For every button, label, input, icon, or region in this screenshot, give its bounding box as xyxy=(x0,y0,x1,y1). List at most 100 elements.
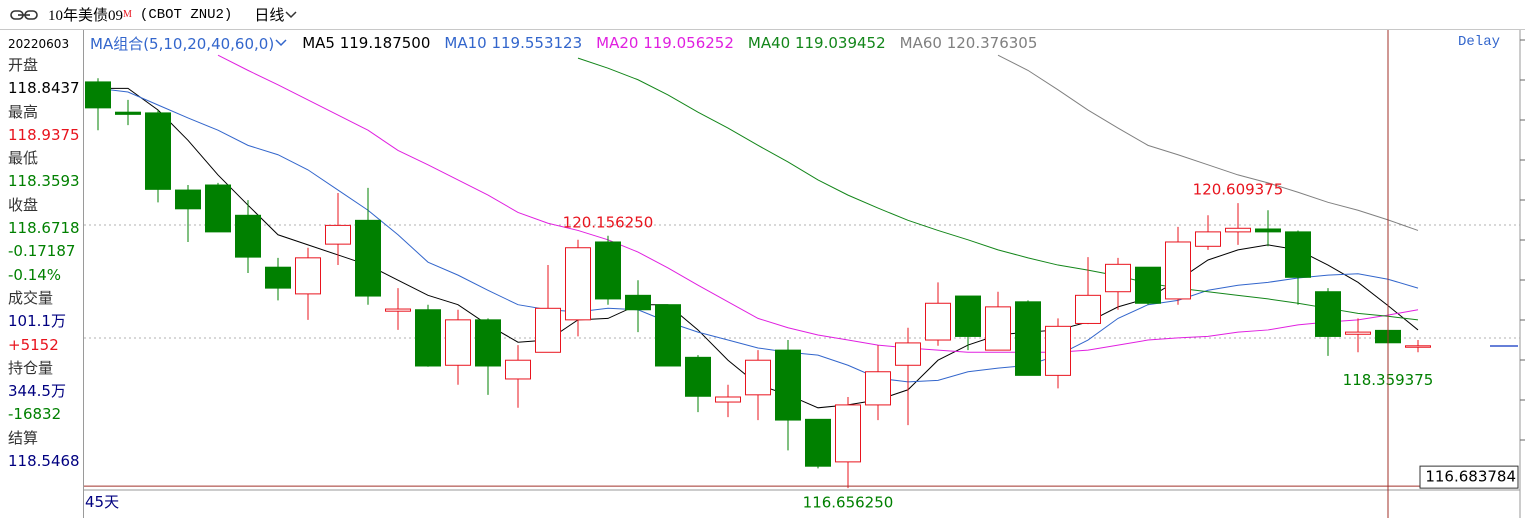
overlay: 120.156250120.609375116.656250118.359375… xyxy=(84,30,1519,518)
candle-body xyxy=(625,294,651,311)
legend-value: 119.187500 xyxy=(339,34,431,52)
candle-body xyxy=(265,266,291,289)
legend-title[interactable]: MA组合(5,10,20,40,60,0) xyxy=(90,33,288,54)
instrument-badge: M xyxy=(123,9,132,20)
info-value: +5152 xyxy=(8,335,59,354)
candle-body xyxy=(115,111,141,115)
info-value: -0.17187 xyxy=(8,242,76,261)
candle-body xyxy=(985,306,1011,351)
info-value: 344.5万 xyxy=(8,382,66,401)
dropdown-arrow xyxy=(275,39,287,47)
candle-body xyxy=(595,241,621,300)
legend-value: 119.039452 xyxy=(794,34,886,52)
price-annotation: 120.609375 xyxy=(1193,181,1284,199)
candle-body xyxy=(1165,241,1191,300)
candle-body xyxy=(655,304,681,367)
period-label: 日线 xyxy=(254,8,285,24)
info-value: 118.3593 xyxy=(8,172,80,191)
dropdown-arrow xyxy=(285,10,297,18)
legend-item: MA60 120.376305 xyxy=(900,34,1038,52)
info-value: 118.5468 xyxy=(8,452,80,471)
legend-item: MA10 119.553123 xyxy=(444,34,582,52)
legend-name: MA60 xyxy=(899,34,942,52)
info-value: -0.14% xyxy=(8,265,62,284)
info-value: 118.6718 xyxy=(8,219,80,238)
candle-body xyxy=(475,319,501,367)
legend-name: MA40 xyxy=(747,34,791,52)
candle-body xyxy=(415,309,441,367)
candle-body xyxy=(955,295,981,337)
candle-body xyxy=(745,359,771,396)
candle-body xyxy=(1345,331,1371,335)
candles xyxy=(85,78,1431,489)
candle-body xyxy=(85,81,111,109)
legend-value: 120.376305 xyxy=(946,34,1038,52)
legend-value: 119.056252 xyxy=(643,34,734,52)
legend-title-text: MA组合(5,10,20,40,60,0) xyxy=(90,34,275,53)
candle-body xyxy=(715,396,741,403)
candle-body xyxy=(295,257,321,295)
plot-area xyxy=(84,30,1520,490)
candle-body xyxy=(385,308,411,312)
candle-body xyxy=(1225,227,1251,233)
info-label: 最低 xyxy=(8,149,39,168)
legend-item: MA5 119.187500 xyxy=(302,34,430,52)
period-selector[interactable]: 日线 xyxy=(254,4,298,25)
candle-body xyxy=(1195,231,1221,247)
right-axis-ticks xyxy=(1520,39,1525,441)
candle-body xyxy=(1255,228,1281,233)
legend-item: MA40 119.039452 xyxy=(748,34,886,52)
legend-item: MA20 119.056252 xyxy=(596,34,734,52)
candle-body xyxy=(205,184,231,233)
candle-body xyxy=(895,342,921,366)
crosshair-price-box xyxy=(1419,465,1519,489)
info-label: 持仓量 xyxy=(8,358,54,377)
info-label: 最高 xyxy=(8,102,39,121)
ma-line xyxy=(217,54,1419,353)
legend-name: MA20 xyxy=(596,34,639,52)
candle-body xyxy=(835,404,861,463)
candle-body xyxy=(1315,291,1341,337)
instrument-name: 10年美债09 xyxy=(48,8,124,24)
info-value: 118.9375 xyxy=(8,125,80,144)
legend-name: MA5 xyxy=(302,34,335,52)
candle-body xyxy=(145,112,171,190)
candle-body xyxy=(565,247,591,321)
instrument-code: (CBOT ZNU2) xyxy=(139,6,233,23)
candle-body xyxy=(1105,263,1131,293)
legend: MA组合(5,10,20,40,60,0) MA5 119.187500 MA10… xyxy=(90,33,1037,53)
candle-body xyxy=(805,418,831,467)
candle-body xyxy=(1075,294,1101,324)
candle-body xyxy=(685,356,711,397)
price-annotation: 120.156250 xyxy=(563,213,654,231)
candle-body xyxy=(1285,231,1311,278)
info-date: 20220603 xyxy=(8,37,70,51)
link-icon[interactable] xyxy=(10,8,40,22)
candle-body xyxy=(1135,266,1161,304)
candle-body xyxy=(235,214,261,258)
legend-value: 119.553123 xyxy=(491,34,583,52)
toolbar: 10年美债09 M (CBOT ZNU2) 日线 xyxy=(0,0,1525,30)
info-value: 118.8437 xyxy=(8,79,80,98)
info-label: 成交量 xyxy=(8,288,54,307)
candle-body xyxy=(925,302,951,341)
info-value: -16832 xyxy=(8,405,62,424)
day-count: 45天 xyxy=(85,493,120,511)
candle-body xyxy=(1015,301,1041,376)
candle-body xyxy=(325,224,351,245)
ma-line xyxy=(997,54,1419,231)
candle-body xyxy=(775,349,801,421)
candle-body xyxy=(355,219,381,297)
legend-name: MA10 xyxy=(444,34,487,52)
candle-body xyxy=(505,359,531,380)
crosshair-price-label: 116.683784 xyxy=(1425,468,1516,486)
candle-body xyxy=(1045,325,1071,376)
candle-body xyxy=(445,319,471,366)
info-label: 收盘 xyxy=(8,195,39,214)
info-label: 结算 xyxy=(8,428,39,447)
candle-body xyxy=(535,307,561,353)
price-annotation: 116.656250 xyxy=(803,494,894,512)
delay-label: Delay xyxy=(1458,34,1501,50)
